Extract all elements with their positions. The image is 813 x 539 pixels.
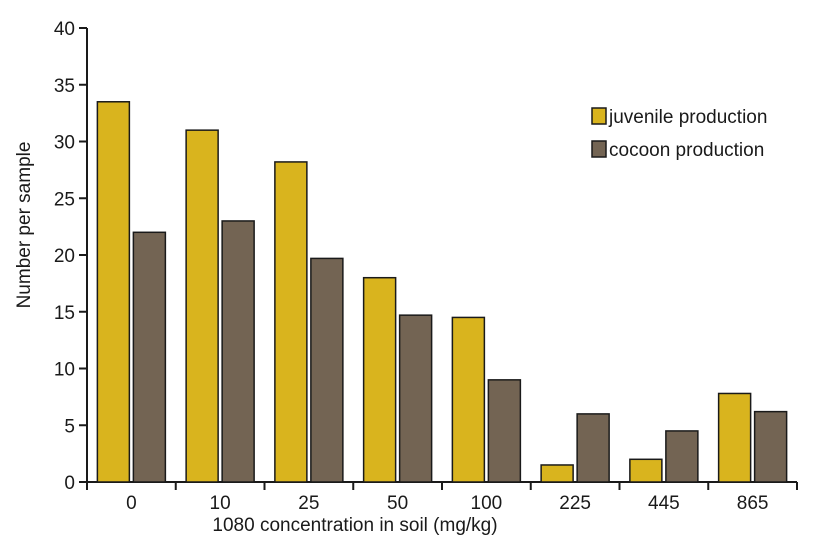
legend-label: juvenile production — [608, 107, 767, 128]
y-tick-label: 40 — [54, 19, 75, 40]
legend-swatch — [591, 107, 607, 125]
y-tick-label: 0 — [64, 473, 75, 494]
legend-swatch — [591, 140, 607, 158]
juvenile-bar-25 — [274, 161, 308, 483]
x-tick-label: 225 — [559, 493, 591, 514]
cocoon-bar-10 — [221, 220, 255, 483]
juvenile-bar-225 — [540, 464, 574, 483]
cocoon-bar-25 — [310, 257, 344, 483]
x-axis-title: 1080 concentration in soil (mg/kg) — [212, 515, 497, 536]
legend: juvenile production cocoon production — [591, 107, 767, 161]
bars — [96, 101, 788, 483]
juvenile-bar-445 — [629, 458, 663, 483]
legend-label: cocoon production — [609, 140, 764, 161]
y-axis: 0 5 10 15 20 25 30 35 40 — [54, 19, 88, 494]
x-tick-label: 865 — [737, 493, 769, 514]
x-tick-label: 445 — [648, 493, 680, 514]
cocoon-bar-0 — [132, 231, 167, 483]
y-tick-label: 25 — [54, 189, 75, 210]
cocoon-bar-865 — [753, 410, 788, 483]
x-tick-label: 0 — [126, 493, 137, 514]
x-tick-label: 10 — [210, 493, 231, 514]
cocoon-bar-445 — [665, 430, 699, 483]
x-tick-label: 50 — [387, 493, 408, 514]
juvenile-bar-10 — [185, 129, 219, 483]
y-tick-label: 20 — [54, 246, 75, 267]
y-tick-label: 35 — [54, 76, 75, 97]
x-axis: 0 10 25 50 100 225 445 865 — [86, 481, 798, 514]
cocoon-bar-100 — [487, 379, 522, 483]
juvenile-bar-100 — [451, 316, 486, 483]
juvenile-bar-0 — [96, 101, 131, 483]
juvenile-bar-865 — [717, 392, 752, 483]
y-tick-label: 5 — [64, 416, 75, 437]
x-tick-label: 100 — [471, 493, 503, 514]
y-axis-title: Number per sample — [14, 142, 35, 309]
cocoon-bar-225 — [576, 413, 610, 483]
y-tick-label: 10 — [54, 360, 75, 381]
y-tick-label: 30 — [54, 133, 75, 154]
cocoon-bar-50 — [398, 314, 433, 483]
juvenile-bar-50 — [362, 276, 397, 483]
y-tick-label: 15 — [54, 303, 75, 324]
x-tick-label: 25 — [298, 493, 319, 514]
